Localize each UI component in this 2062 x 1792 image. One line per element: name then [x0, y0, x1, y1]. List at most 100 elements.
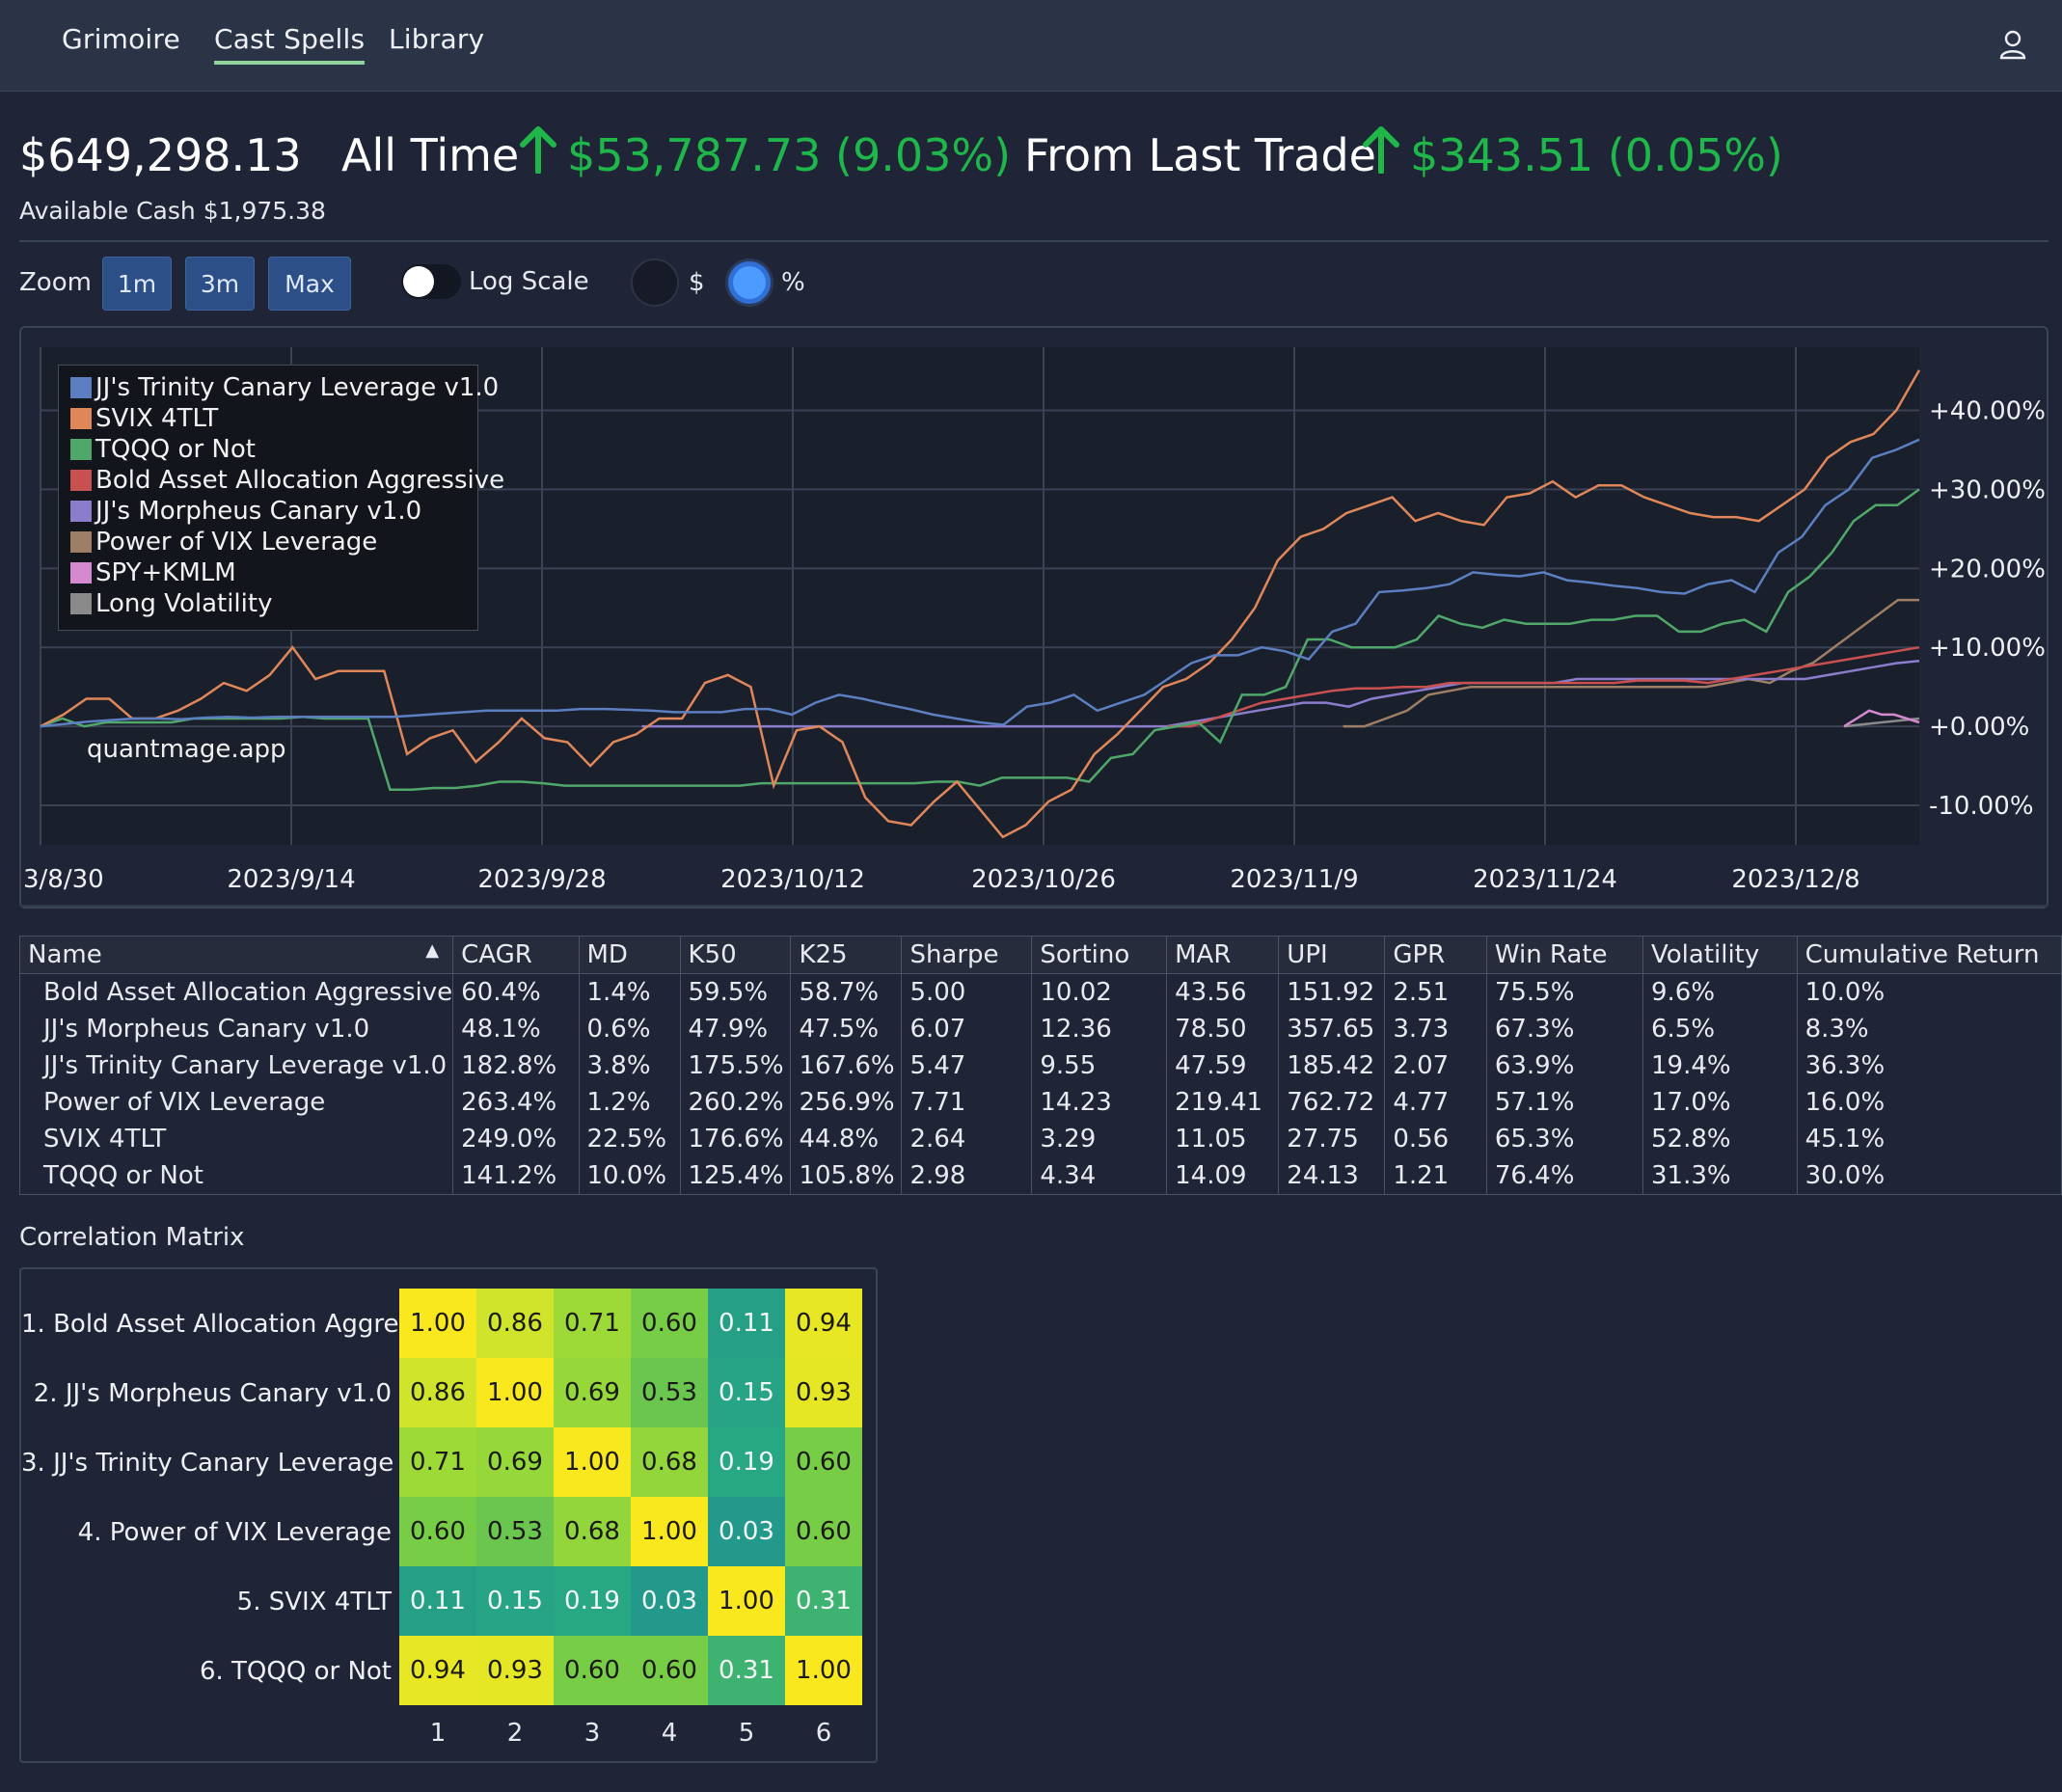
column-header-label: K50 [688, 940, 737, 969]
table-row[interactable]: TQQQ or Not 141.2% 10.0% 125.4% 105.8% 2.98 4.… [18, 1157, 2062, 1195]
table-cell: 19.4% [1641, 1047, 1798, 1084]
table-cell: 4.34 [1031, 1157, 1168, 1195]
table-cell: 16.0% [1796, 1084, 2062, 1121]
tab-cast-spells[interactable]: Cast Spells [214, 23, 366, 65]
table-cell: 3.29 [1031, 1121, 1168, 1157]
table-row[interactable]: Bold Asset Allocation Aggressive 60.4% 1.4… [18, 973, 2062, 1011]
matrix-cell: 0.71 [554, 1289, 631, 1358]
column-header[interactable]: MD [578, 936, 681, 974]
legend-label: SPY+KMLM [95, 558, 236, 587]
column-header[interactable]: UPI [1278, 936, 1386, 974]
table-cell: 256.9% [790, 1084, 903, 1121]
table-cell: 10.0% [1796, 973, 2062, 1011]
matrix-cell: 0.53 [476, 1497, 554, 1566]
matrix-cell: 0.15 [476, 1566, 554, 1636]
table-row[interactable]: JJ's Morpheus Canary v1.0 48.1% 0.6% 47.9% 4… [18, 1011, 2062, 1047]
table-cell: 7.71 [901, 1084, 1033, 1121]
matrix-cell: 0.11 [708, 1289, 785, 1358]
series-line [40, 369, 1921, 839]
legend-item[interactable]: TQQQ or Not [70, 435, 256, 464]
legend-item[interactable]: SVIX 4TLT [70, 404, 218, 433]
matrix-cell: 0.69 [476, 1427, 554, 1497]
unit-dollar-label: $ [689, 268, 705, 297]
unit-dollar-radio[interactable] [631, 258, 679, 307]
table-cell: 3.8% [578, 1047, 681, 1084]
table-cell: 59.5% [679, 973, 792, 1011]
column-header[interactable]: Cumulative Return [1796, 936, 2062, 974]
legend-item[interactable]: SPY+KMLM [70, 558, 236, 587]
legend-item[interactable]: Power of VIX Leverage [70, 528, 377, 557]
table-cell: 47.5% [790, 1011, 903, 1047]
matrix-cell: 0.93 [785, 1358, 862, 1427]
matrix-cell: 1.00 [476, 1358, 554, 1427]
table-cell: 1.2% [578, 1084, 681, 1121]
table-cell: 44.8% [790, 1121, 903, 1157]
column-header-label: Sharpe [909, 940, 999, 969]
column-header[interactable]: K50 [679, 936, 792, 974]
legend-label: Long Volatility [95, 589, 273, 618]
table-cell: 6.07 [901, 1011, 1033, 1047]
table-cell: 47.9% [679, 1011, 792, 1047]
legend-swatch [70, 439, 92, 460]
legend-item[interactable]: Bold Asset Allocation Aggressive [70, 466, 504, 495]
table-cell: JJ's Trinity Canary Leverage v1.0 [18, 1047, 454, 1084]
table-cell: 48.1% [452, 1011, 580, 1047]
y-tick-label: -10.00% [1929, 792, 2034, 821]
table-cell: 9.6% [1641, 973, 1798, 1011]
table-cell: 30.0% [1796, 1157, 2062, 1195]
table-cell: 0.56 [1384, 1121, 1487, 1157]
matrix-cell: 0.68 [554, 1497, 631, 1566]
table-row[interactable]: Power of VIX Leverage 263.4% 1.2% 260.2% 256… [18, 1084, 2062, 1121]
table-cell: 167.6% [790, 1047, 903, 1084]
column-header-label: CAGR [461, 940, 532, 969]
table-cell: 151.92 [1278, 973, 1386, 1011]
column-header[interactable]: Volatility [1641, 936, 1798, 974]
column-header-label: Cumulative Return [1804, 940, 2040, 969]
user-icon[interactable] [1998, 29, 2027, 60]
table-cell: 17.0% [1641, 1084, 1798, 1121]
arrow-up-icon [1363, 126, 1399, 174]
column-header[interactable]: Sharpe [901, 936, 1033, 974]
table-cell: 762.72 [1278, 1084, 1386, 1121]
table-row[interactable]: JJ's Trinity Canary Leverage v1.0 182.8% 3… [18, 1047, 2062, 1084]
unit-percent-radio[interactable] [725, 258, 773, 307]
tab-grimoire[interactable]: Grimoire [62, 23, 180, 55]
column-header[interactable]: CAGR [452, 936, 580, 974]
correlation-matrix: 1. Bold Asset Allocation Aggres 1.00 0.86 0… [19, 1267, 878, 1763]
column-header[interactable]: Name ▲ [18, 936, 454, 974]
table-cell: 9.55 [1031, 1047, 1168, 1084]
column-header[interactable]: GPR [1384, 936, 1487, 974]
table-cell: 141.2% [452, 1157, 580, 1195]
x-tick-label: 2023/9/14 [227, 865, 355, 894]
table-cell: 125.4% [679, 1157, 792, 1195]
legend-swatch [70, 562, 92, 584]
table-cell: 3.73 [1384, 1011, 1487, 1047]
table-cell: 43.56 [1166, 973, 1280, 1011]
legend-item[interactable]: JJ's Morpheus Canary v1.0 [70, 497, 421, 526]
x-tick-label: 2023/9/28 [477, 865, 606, 894]
zoom-max-button[interactable]: Max [268, 257, 351, 311]
x-tick-label: 2023/10/12 [720, 865, 865, 894]
matrix-cell: 0.60 [399, 1497, 476, 1566]
table-cell: 67.3% [1485, 1011, 1643, 1047]
column-header[interactable]: K25 [790, 936, 903, 974]
column-header[interactable]: Win Rate [1485, 936, 1643, 974]
table-cell: 1.21 [1384, 1157, 1487, 1195]
log-scale-toggle[interactable] [401, 264, 461, 299]
matrix-cell: 0.60 [785, 1497, 862, 1566]
column-header[interactable]: Sortino [1031, 936, 1168, 974]
matrix-col-label: 4 [661, 1719, 678, 1748]
tab-library[interactable]: Library [389, 23, 485, 55]
table-row[interactable]: SVIX 4TLT 249.0% 22.5% 176.6% 44.8% 2.64 3.29 1… [18, 1121, 2062, 1157]
column-header[interactable]: MAR [1166, 936, 1280, 974]
column-header-label: MD [586, 940, 628, 969]
zoom-1m-button[interactable]: 1m [102, 257, 172, 311]
x-tick-label: 3/8/30 [23, 865, 104, 894]
legend-item[interactable]: Long Volatility [70, 589, 272, 618]
zoom-3m-button[interactable]: 3m [185, 257, 255, 311]
matrix-cell: 0.71 [399, 1427, 476, 1497]
matrix-row-label: 4. Power of VIX Leverage [77, 1518, 392, 1547]
matrix-cell: 0.60 [631, 1636, 708, 1705]
unit-percent-label: % [781, 268, 805, 297]
legend-item[interactable]: JJ's Trinity Canary Leverage v1.0 [70, 373, 499, 402]
